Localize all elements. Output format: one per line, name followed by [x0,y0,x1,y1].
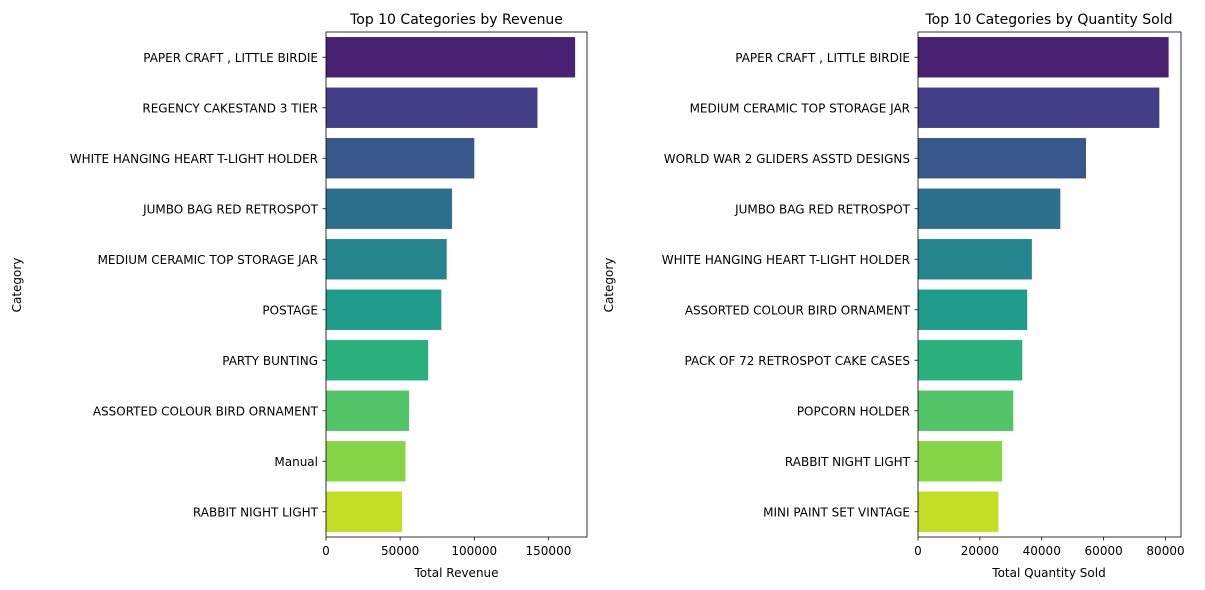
revenue-category-label: REGENCY CAKESTAND 3 TIER [142,101,318,115]
quantity-category-label: MEDIUM CERAMIC TOP STORAGE JAR [690,101,910,115]
revenue-category-label: WHITE HANGING HEART T-LIGHT HOLDER [70,152,318,166]
revenue-bar [326,87,538,128]
revenue-category-label: JUMBO BAG RED RETROSPOT [142,202,319,216]
quantity-y-axis-label: Category [602,258,616,313]
quantity-bar [918,87,1160,128]
quantity-category-label: WORLD WAR 2 GLIDERS ASSTD DESIGNS [664,152,910,166]
revenue-category-label: ASSORTED COLOUR BIRD ORNAMENT [93,404,319,418]
revenue-chart: Top 10 Categories by Revenue Total Reven… [10,12,588,580]
revenue-x-tick-label: 100000 [451,544,497,558]
revenue-category-label: PARTY BUNTING [222,354,318,368]
revenue-x-tick-label: 50000 [381,544,419,558]
revenue-bar [326,239,447,280]
quantity-bar [918,340,1023,381]
quantity-x-axis-label: Total Quantity Sold [991,566,1105,580]
quantity-chart: Top 10 Categories by Quantity Sold Total… [602,12,1185,580]
quantity-category-label: POPCORN HOLDER [797,404,910,418]
revenue-y-axis-label: Category [10,258,24,313]
quantity-category-label: JUMBO BAG RED RETROSPOT [734,202,911,216]
quantity-bar [918,239,1032,280]
quantity-x-tick-label: 40000 [1023,544,1061,558]
quantity-x-tick-label: 60000 [1085,544,1123,558]
revenue-bar [326,138,475,179]
quantity-bar [918,37,1169,78]
quantity-bar [918,138,1087,179]
quantity-category-label: WHITE HANGING HEART T-LIGHT HOLDER [662,253,910,267]
revenue-category-label: POSTAGE [262,303,318,317]
quantity-bar [918,188,1061,229]
revenue-x-tick-label: 0 [322,544,330,558]
revenue-bar [326,491,403,532]
quantity-x-tick-label: 80000 [1146,544,1184,558]
revenue-bar [326,289,442,330]
quantity-category-label: ASSORTED COLOUR BIRD ORNAMENT [685,303,911,317]
quantity-category-label: RABBIT NIGHT LIGHT [785,455,911,469]
revenue-category-label: PAPER CRAFT , LITTLE BIRDIE [143,51,318,65]
revenue-chart-title: Top 10 Categories by Revenue [349,12,563,28]
revenue-category-label: MEDIUM CERAMIC TOP STORAGE JAR [98,253,318,267]
quantity-category-label: MINI PAINT SET VINTAGE [763,505,910,519]
revenue-bar [326,188,453,229]
quantity-x-tick-label: 20000 [961,544,999,558]
revenue-bar [326,37,576,78]
quantity-bar [918,491,999,532]
revenue-bar [326,441,406,482]
revenue-category-label: Manual [274,455,318,469]
quantity-x-tick-label: 0 [914,544,922,558]
revenue-x-axis-label: Total Revenue [413,566,498,580]
quantity-chart-title: Top 10 Categories by Quantity Sold [924,12,1172,28]
quantity-bar [918,390,1014,431]
revenue-bar [326,340,429,381]
revenue-plot-frame [325,31,588,538]
revenue-category-label: RABBIT NIGHT LIGHT [193,505,319,519]
revenue-bar [326,390,410,431]
quantity-category-label: PACK OF 72 RETROSPOT CAKE CASES [684,354,910,368]
quantity-bar [918,441,1003,482]
revenue-x-tick-label: 150000 [526,544,572,558]
quantity-category-label: PAPER CRAFT , LITTLE BIRDIE [735,51,910,65]
quantity-bar [918,289,1028,330]
quantity-plot-frame [917,31,1182,538]
